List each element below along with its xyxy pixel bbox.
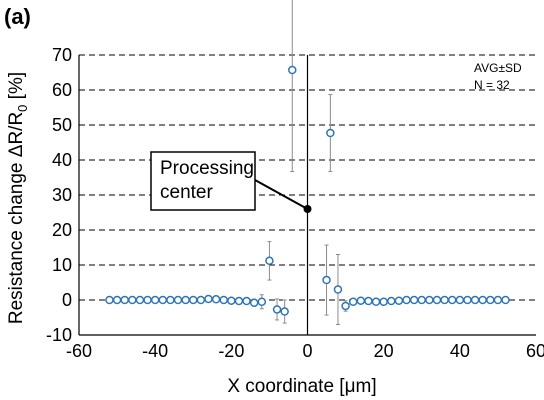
- y-axis-title: Resistance change ΔR/R0 [%]: [6, 72, 30, 324]
- data-point: [455, 295, 465, 305]
- panel-label: (a): [4, 4, 31, 29]
- data-point: [417, 295, 426, 305]
- y-tick-label: -10: [46, 325, 72, 345]
- data-point: [348, 297, 358, 306]
- x-tick-label: -60: [66, 341, 92, 361]
- y-tick-label: 0: [62, 290, 72, 310]
- data-point: [257, 297, 267, 306]
- data-point: [196, 295, 206, 305]
- y-tick-label: 10: [52, 255, 72, 275]
- data-point: [387, 296, 396, 306]
- data-point: [402, 295, 411, 305]
- data-point: [166, 295, 175, 305]
- data-point: [181, 295, 190, 305]
- processing-center-annotation: Processing center: [150, 151, 312, 213]
- x-tick-label: 60: [526, 341, 544, 361]
- data-point: [242, 296, 251, 306]
- data-point: [128, 295, 137, 305]
- data-markers: [105, 65, 510, 316]
- data-point: [120, 295, 129, 305]
- annotation-point: [303, 205, 312, 213]
- data-point: [501, 295, 510, 305]
- data-point: [249, 298, 259, 308]
- y-tick-label: 20: [52, 220, 72, 240]
- data-point: [470, 295, 480, 305]
- data-point: [447, 295, 457, 305]
- data-point: [158, 295, 168, 305]
- data-point: [227, 296, 236, 305]
- annotation-line-2: center: [160, 182, 213, 203]
- data-point: [219, 295, 228, 305]
- data-point: [432, 295, 442, 305]
- axes: [78, 55, 536, 336]
- data-point: [280, 307, 289, 316]
- data-point: [379, 297, 388, 306]
- data-point: [356, 296, 366, 305]
- data-point: [322, 275, 331, 285]
- data-point: [105, 295, 114, 305]
- data-point: [143, 295, 152, 305]
- annotation-line-1: Processing: [160, 158, 254, 179]
- data-point: [204, 294, 213, 304]
- stats-line-n: N = 32: [474, 78, 510, 92]
- y-axis-title-unit: [%]: [6, 72, 27, 105]
- data-point: [364, 296, 373, 306]
- data-point: [486, 295, 495, 305]
- y-tick-label: 40: [52, 150, 72, 170]
- data-point: [234, 296, 244, 306]
- data-point: [272, 305, 282, 314]
- data-point: [112, 295, 122, 305]
- data-point: [189, 295, 198, 305]
- y-tick-label: 30: [52, 185, 72, 205]
- stats-line-avg: AVG±SD: [474, 61, 522, 75]
- data-point: [409, 295, 419, 305]
- data-point: [478, 295, 487, 305]
- data-point: [341, 301, 350, 311]
- stats-box: AVG±SD N = 32: [474, 61, 522, 92]
- data-point: [493, 295, 503, 305]
- tick-labels: -60 -40 -20 0 20 40 60 -10 0 10 20 30 40 50 60 70: [46, 45, 544, 361]
- data-point: [394, 296, 404, 305]
- data-point: [265, 256, 274, 266]
- data-point: [463, 295, 472, 305]
- x-axis-title: X coordinate [μm]: [227, 376, 376, 397]
- data-point: [211, 295, 221, 304]
- data-point: [425, 295, 434, 305]
- annotation-box: [150, 151, 256, 211]
- y-tick-label: 50: [52, 115, 72, 135]
- data-point: [150, 295, 160, 305]
- y-tick-label: 60: [52, 80, 72, 100]
- x-tick-label: -40: [142, 341, 168, 361]
- y-tick-label: 70: [52, 45, 72, 65]
- data-point: [326, 128, 335, 138]
- data-point: [173, 295, 183, 305]
- x-tick-label: -20: [218, 341, 244, 361]
- data-point: [440, 295, 449, 305]
- y-axis-title-subscript: 0: [15, 105, 30, 112]
- x-tick-label: 20: [374, 341, 394, 361]
- data-point: [371, 297, 381, 306]
- x-tick-label: 0: [302, 341, 312, 361]
- data-point: [333, 285, 343, 294]
- annotation-leader-line: [254, 179, 308, 210]
- data-point: [288, 65, 297, 75]
- x-tick-label: 40: [450, 341, 470, 361]
- data-point: [135, 295, 145, 305]
